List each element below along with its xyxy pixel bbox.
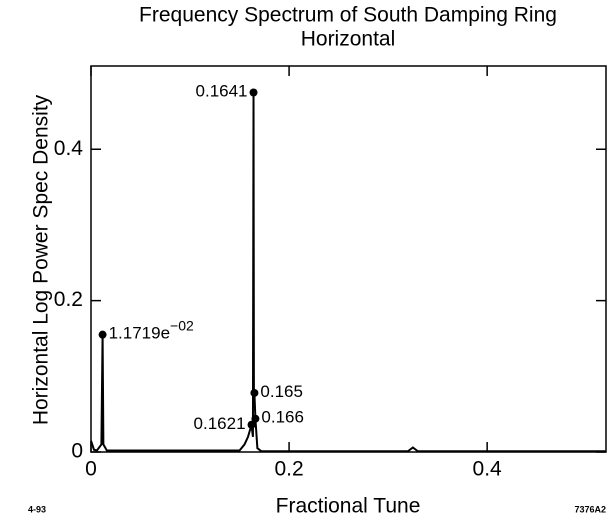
peak-label: 0.1621 xyxy=(194,414,246,433)
spectrum-line xyxy=(90,92,606,453)
peak-marker xyxy=(251,414,260,423)
chart-title: Frequency Spectrum of South Damping Ring xyxy=(139,4,557,27)
y-axis-label: Horizontal Log Power Spec Density xyxy=(30,94,53,425)
peak-marker xyxy=(249,88,258,97)
footer-left: 4-93 xyxy=(28,504,46,514)
x-tick-label: 0.2 xyxy=(274,458,303,481)
peak-label-text: 1.1719e xyxy=(109,324,170,343)
x-tick-label: 0.4 xyxy=(473,458,503,481)
plot-frame xyxy=(90,65,607,453)
peak-marker xyxy=(250,388,259,397)
x-axis-label: Fractional Tune xyxy=(276,495,421,518)
y-tick-label: 0 xyxy=(71,440,83,463)
x-tick-label: 0 xyxy=(85,458,97,481)
y-tick-label: 0.2 xyxy=(54,288,83,311)
peak-label: 1.1719e−02 xyxy=(109,317,194,343)
y-tick-label: 0.4 xyxy=(54,137,84,160)
peak-label-text: 0.165 xyxy=(260,382,303,401)
chart-subtitle: Horizontal xyxy=(301,28,396,51)
peak-marker xyxy=(98,330,107,339)
footer-right: 7376A2 xyxy=(574,504,606,514)
peak-marker xyxy=(247,420,256,429)
peak-label-text: 0.1641 xyxy=(196,82,248,101)
peak-label-sup: −02 xyxy=(170,317,194,333)
peak-label-text: 0.166 xyxy=(261,408,304,427)
peak-label: 0.166 xyxy=(261,408,304,427)
peak-label-text: 0.1621 xyxy=(194,414,246,433)
peak-label: 0.165 xyxy=(260,382,303,401)
peak-label: 0.1641 xyxy=(196,82,248,101)
